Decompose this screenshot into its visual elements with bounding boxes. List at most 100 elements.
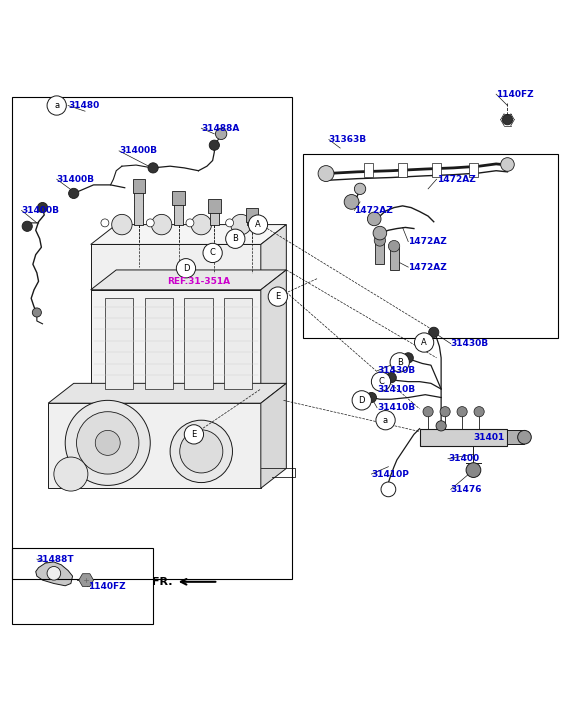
Circle shape — [371, 372, 391, 391]
Bar — [12, 547, 153, 624]
Polygon shape — [261, 270, 286, 403]
Circle shape — [352, 390, 371, 410]
Text: E: E — [275, 292, 281, 301]
Circle shape — [151, 214, 172, 235]
Text: 31400B: 31400B — [57, 174, 95, 184]
Text: 31410B: 31410B — [377, 385, 415, 393]
Bar — [246, 208, 258, 222]
Text: 1472AZ: 1472AZ — [408, 237, 447, 246]
Text: 1140FZ: 1140FZ — [496, 89, 534, 99]
Circle shape — [501, 158, 514, 172]
Circle shape — [54, 457, 88, 491]
Circle shape — [318, 166, 334, 182]
Circle shape — [518, 430, 531, 444]
Circle shape — [47, 96, 66, 115]
Bar — [145, 298, 173, 389]
Circle shape — [180, 430, 223, 473]
Text: D: D — [358, 396, 365, 405]
Bar — [172, 190, 185, 205]
Text: C: C — [210, 249, 215, 257]
Text: 31430B: 31430B — [451, 340, 489, 348]
Text: B: B — [232, 234, 238, 244]
Text: E: E — [191, 430, 197, 439]
Circle shape — [231, 214, 251, 235]
Bar — [134, 182, 143, 225]
Circle shape — [366, 393, 376, 403]
Polygon shape — [91, 244, 261, 290]
Polygon shape — [48, 403, 261, 489]
Text: 31476: 31476 — [451, 485, 483, 494]
Circle shape — [112, 214, 132, 235]
Circle shape — [376, 411, 395, 430]
Circle shape — [466, 462, 481, 478]
Circle shape — [101, 219, 109, 227]
Text: 1472AZ: 1472AZ — [437, 174, 475, 184]
Text: 31480: 31480 — [68, 101, 99, 110]
Text: FR.: FR. — [153, 577, 173, 587]
Circle shape — [502, 115, 513, 125]
Bar — [398, 164, 407, 177]
Text: 31400B: 31400B — [119, 146, 157, 156]
Circle shape — [191, 214, 211, 235]
Circle shape — [170, 420, 232, 483]
Text: A: A — [255, 220, 261, 229]
Polygon shape — [91, 270, 286, 290]
Text: 31410P: 31410P — [371, 470, 409, 478]
Circle shape — [226, 229, 245, 249]
Circle shape — [186, 219, 194, 227]
Bar — [133, 180, 145, 193]
Circle shape — [381, 482, 396, 497]
Polygon shape — [261, 383, 286, 489]
Text: 31363B: 31363B — [329, 135, 367, 144]
Circle shape — [65, 401, 150, 486]
Bar — [210, 202, 219, 225]
Bar — [208, 199, 221, 213]
Text: C: C — [378, 377, 384, 386]
Circle shape — [423, 406, 433, 417]
Text: a: a — [54, 101, 60, 110]
Circle shape — [388, 241, 400, 252]
Text: 31488A: 31488A — [201, 124, 240, 133]
Circle shape — [184, 425, 204, 444]
Polygon shape — [91, 290, 261, 403]
Text: D: D — [183, 264, 189, 273]
Bar — [184, 298, 213, 389]
Circle shape — [474, 406, 484, 417]
Circle shape — [47, 566, 61, 580]
Circle shape — [176, 259, 196, 278]
Bar — [507, 430, 524, 444]
Bar — [247, 210, 256, 225]
Bar — [12, 97, 292, 579]
Bar — [432, 164, 441, 177]
Circle shape — [390, 353, 409, 372]
Circle shape — [226, 219, 234, 227]
Circle shape — [354, 183, 366, 195]
Text: 31430B: 31430B — [377, 366, 415, 375]
Bar — [105, 298, 133, 389]
Text: 31488T: 31488T — [37, 555, 74, 563]
Circle shape — [95, 430, 120, 455]
Circle shape — [440, 406, 450, 417]
Circle shape — [248, 215, 268, 234]
Text: 1472AZ: 1472AZ — [408, 262, 447, 272]
Text: B: B — [397, 358, 403, 367]
Circle shape — [37, 203, 48, 213]
Circle shape — [148, 163, 158, 173]
Text: 1140FZ: 1140FZ — [88, 582, 125, 591]
Polygon shape — [48, 383, 286, 403]
Circle shape — [215, 128, 227, 140]
Polygon shape — [36, 562, 73, 586]
Circle shape — [69, 188, 79, 198]
Bar — [303, 153, 558, 338]
Bar — [420, 429, 507, 446]
Circle shape — [403, 353, 413, 363]
Text: 31410B: 31410B — [377, 403, 415, 412]
Bar — [469, 164, 478, 177]
Circle shape — [414, 333, 434, 352]
Text: 31400: 31400 — [448, 454, 479, 463]
Circle shape — [386, 372, 396, 383]
Text: 1472AZ: 1472AZ — [354, 206, 393, 215]
Polygon shape — [91, 225, 286, 244]
Circle shape — [203, 244, 222, 262]
Circle shape — [146, 219, 154, 227]
